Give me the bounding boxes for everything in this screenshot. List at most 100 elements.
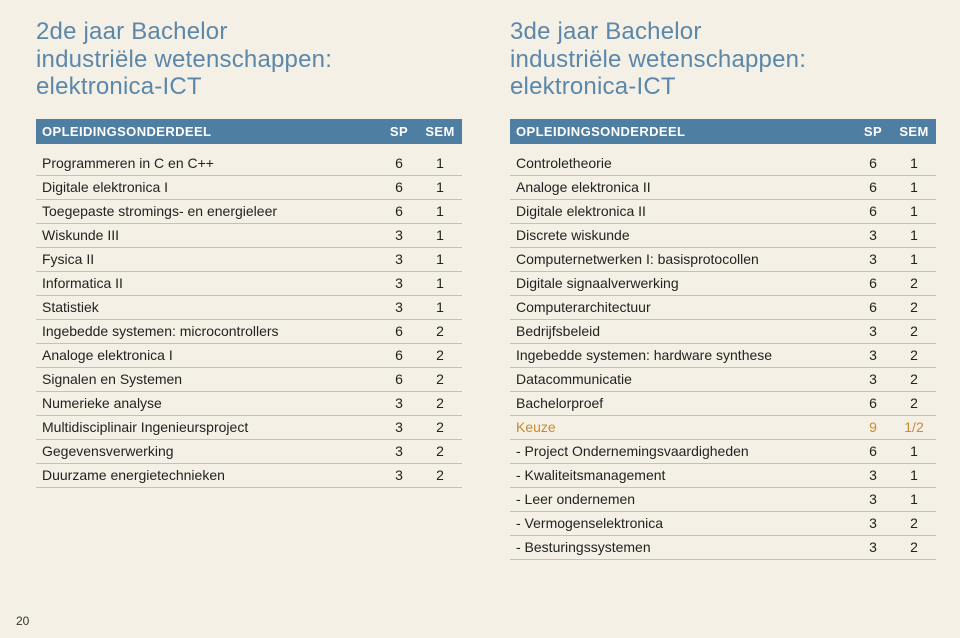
table-row: Digitale signaalverwerking62 [510, 272, 936, 296]
right-heading: 3de jaar Bachelor industriële wetenschap… [510, 18, 936, 101]
course-sp: 6 [854, 395, 892, 411]
course-sp: 6 [380, 347, 418, 363]
table-row: Multidisciplinair Ingenieursproject32 [36, 416, 462, 440]
course-sp: 6 [380, 323, 418, 339]
right-table-header: OPLEIDINGSONDERDEEL SP SEM [510, 119, 936, 144]
course-name: Controletheorie [510, 155, 854, 171]
right-header-col2: SP [854, 124, 892, 139]
course-name: Fysica II [36, 251, 380, 267]
course-sem: 1 [418, 275, 462, 291]
table-row: - Vermogenselektronica32 [510, 512, 936, 536]
course-sp: 6 [854, 275, 892, 291]
left-table-header: OPLEIDINGSONDERDEEL SP SEM [36, 119, 462, 144]
table-row: Ingebedde systemen: hardware synthese32 [510, 344, 936, 368]
table-row: Programmeren in C en C++61 [36, 152, 462, 176]
course-name: Signalen en Systemen [36, 371, 380, 387]
course-sp: 3 [380, 251, 418, 267]
course-sp: 6 [854, 203, 892, 219]
table-row: Fysica II31 [36, 248, 462, 272]
table-row: Discrete wiskunde31 [510, 224, 936, 248]
course-name: - Vermogenselektronica [510, 515, 854, 531]
table-row: Computerarchitectuur62 [510, 296, 936, 320]
course-sem: 1 [892, 203, 936, 219]
course-name: Statistiek [36, 299, 380, 315]
table-row: Datacommunicatie32 [510, 368, 936, 392]
table-row: - Kwaliteitsmanagement31 [510, 464, 936, 488]
table-row: Digitale elektronica II61 [510, 200, 936, 224]
spacer [36, 144, 462, 152]
table-row: Digitale elektronica I61 [36, 176, 462, 200]
course-name: Discrete wiskunde [510, 227, 854, 243]
course-name: Analoge elektronica II [510, 179, 854, 195]
course-sem: 1 [418, 155, 462, 171]
course-sp: 3 [854, 491, 892, 507]
course-name: - Kwaliteitsmanagement [510, 467, 854, 483]
right-header-col3: SEM [892, 124, 936, 139]
table-row: - Leer ondernemen31 [510, 488, 936, 512]
course-sp: 9 [854, 419, 892, 435]
table-row: Ingebedde systemen: microcontrollers62 [36, 320, 462, 344]
table-row: Informatica II31 [36, 272, 462, 296]
course-name: Numerieke analyse [36, 395, 380, 411]
table-row: Gegevensverwerking32 [36, 440, 462, 464]
table-row: Bedrijfsbeleid32 [510, 320, 936, 344]
course-sp: 3 [380, 467, 418, 483]
course-sem: 2 [892, 299, 936, 315]
right-heading-line1: 3de jaar Bachelor [510, 18, 936, 46]
course-sp: 6 [854, 299, 892, 315]
table-row: Analoge elektronica I62 [36, 344, 462, 368]
table-row: Analoge elektronica II61 [510, 176, 936, 200]
course-sem: 1 [892, 155, 936, 171]
table-row: Toegepaste stromings- en energieleer61 [36, 200, 462, 224]
course-sem: 2 [892, 539, 936, 555]
course-sem: 2 [892, 323, 936, 339]
course-sp: 6 [854, 179, 892, 195]
table-row: Controletheorie61 [510, 152, 936, 176]
table-row: Duurzame energietechnieken32 [36, 464, 462, 488]
course-sp: 6 [380, 203, 418, 219]
table-row: Computernetwerken I: basisprotocollen31 [510, 248, 936, 272]
course-sp: 6 [380, 371, 418, 387]
left-header-col2: SP [380, 124, 418, 139]
course-name: Multidisciplinair Ingenieursproject [36, 419, 380, 435]
course-sem: 2 [892, 347, 936, 363]
course-name: Ingebedde systemen: hardware synthese [510, 347, 854, 363]
spacer [510, 144, 936, 152]
table-row: Statistiek31 [36, 296, 462, 320]
course-sem: 2 [418, 323, 462, 339]
course-sp: 3 [854, 347, 892, 363]
course-name: Ingebedde systemen: microcontrollers [36, 323, 380, 339]
course-name: - Leer ondernemen [510, 491, 854, 507]
course-sem: 1 [892, 491, 936, 507]
course-sp: 6 [380, 179, 418, 195]
course-sem: 2 [418, 347, 462, 363]
left-column: 2de jaar Bachelor industriële wetenschap… [36, 18, 462, 620]
page: 2de jaar Bachelor industriële wetenschap… [0, 0, 960, 638]
course-sem: 1 [418, 203, 462, 219]
course-sem: 2 [892, 371, 936, 387]
course-name: Computerarchitectuur [510, 299, 854, 315]
course-sem: 1 [418, 179, 462, 195]
table-row: - Besturingssystemen32 [510, 536, 936, 560]
course-sp: 3 [854, 539, 892, 555]
left-heading-line2: industriële wetenschappen: elektronica-I… [36, 46, 462, 101]
course-name: Programmeren in C en C++ [36, 155, 380, 171]
course-sp: 6 [854, 155, 892, 171]
course-sem: 1 [892, 443, 936, 459]
table-row: Bachelorproef62 [510, 392, 936, 416]
course-name: Keuze [510, 419, 854, 435]
right-heading-line2: industriële wetenschappen: elektronica-I… [510, 46, 936, 101]
course-sp: 3 [854, 371, 892, 387]
course-name: - Project Ondernemingsvaardigheden [510, 443, 854, 459]
course-name: Bachelorproef [510, 395, 854, 411]
course-name: Bedrijfsbeleid [510, 323, 854, 339]
table-row: Keuze91/2 [510, 416, 936, 440]
course-name: Computernetwerken I: basisprotocollen [510, 251, 854, 267]
course-sp: 6 [380, 155, 418, 171]
course-sem: 1 [892, 251, 936, 267]
course-sem: 2 [892, 515, 936, 531]
course-sem: 2 [418, 371, 462, 387]
course-sp: 3 [380, 299, 418, 315]
course-sp: 3 [380, 395, 418, 411]
course-name: Analoge elektronica I [36, 347, 380, 363]
